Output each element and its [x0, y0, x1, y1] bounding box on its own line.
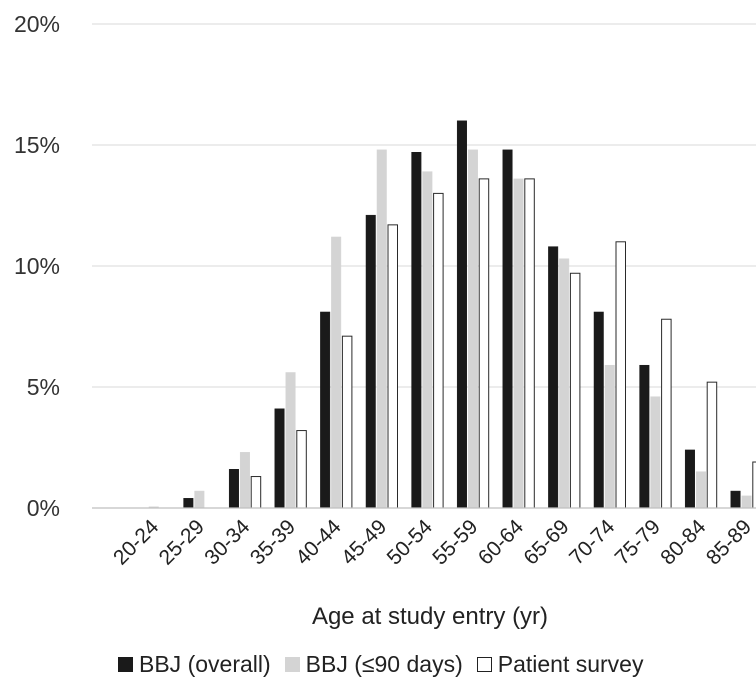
- bar-bbj-overall: [548, 246, 559, 509]
- legend-swatch: [118, 656, 133, 672]
- y-axis-ticks: 0% 5% 10% 15% 20%: [14, 11, 60, 521]
- x-tick-label: 35-39: [246, 515, 300, 569]
- bar-bbj-overall: [502, 149, 513, 509]
- bar-patient-survey: [752, 461, 756, 509]
- bar-patient-survey: [387, 224, 398, 509]
- bar-patient-survey: [706, 381, 718, 509]
- bar-bbj-90-days: [513, 178, 524, 509]
- x-tick-label: 25-29: [155, 515, 209, 569]
- y-tick-label: 5%: [27, 374, 60, 400]
- x-axis-ticks: 20-2425-2930-3435-3940-4445-4950-5455-59…: [109, 515, 756, 569]
- bar-bbj-overall: [593, 311, 604, 509]
- x-tick-label: 85-89: [702, 515, 756, 569]
- bar-bbj-overall: [684, 449, 695, 509]
- y-tick-label: 15%: [14, 132, 60, 158]
- bar-bbj-overall: [456, 120, 467, 509]
- y-tick-label: 0%: [27, 495, 60, 521]
- bar-patient-survey: [341, 335, 353, 509]
- bar-patient-survey: [296, 430, 307, 509]
- y-tick-label: 10%: [14, 253, 60, 279]
- x-axis-title: Age at study entry (yr): [312, 603, 548, 630]
- legend-label: BBJ (≤90 days): [305, 650, 463, 677]
- bar-bbj-90-days: [376, 149, 387, 509]
- legend-item-bbj-90-days: BBJ (≤90 days): [284, 650, 463, 678]
- bar-bbj-90-days: [239, 452, 250, 509]
- bar-bbj-overall: [320, 311, 331, 509]
- x-tick-label: 20-24: [109, 515, 163, 569]
- bar-patient-survey: [569, 272, 581, 509]
- x-tick-label: 70-74: [565, 515, 619, 569]
- legend-label: Patient survey: [497, 650, 644, 677]
- bar-bbj-90-days: [559, 258, 570, 509]
- bar-bbj-overall: [183, 498, 194, 509]
- bar-bbj-90-days: [194, 490, 205, 509]
- bar-bbj-overall: [365, 214, 376, 509]
- legend-item-bbj-overall: BBJ (overall): [118, 651, 271, 678]
- bar-patient-survey: [478, 178, 490, 509]
- x-tick-label: 45-49: [337, 515, 391, 569]
- bar-patient-survey: [433, 192, 444, 509]
- x-tick-label: 65-69: [519, 515, 573, 569]
- bar-bbj-overall: [411, 152, 422, 509]
- legend-swatch: [476, 656, 492, 672]
- bar-patient-survey: [250, 476, 262, 509]
- bar-bbj-90-days: [331, 236, 342, 509]
- legend-label: BBJ (overall): [139, 650, 271, 677]
- legend: BBJ (overall) BBJ (≤90 days) Patient sur…: [118, 650, 657, 678]
- bar-bbj-overall: [639, 364, 650, 509]
- bar-patient-survey: [524, 178, 535, 509]
- bar-bbj-overall: [228, 469, 239, 509]
- bar-bbj-overall: [730, 490, 741, 509]
- bar-bbj-overall: [274, 408, 285, 509]
- bar-bbj-90-days: [285, 372, 296, 509]
- x-tick-label: 55-59: [428, 515, 482, 569]
- bar-bbj-90-days: [422, 171, 433, 509]
- bar-bbj-90-days: [650, 396, 661, 509]
- x-tick-label: 50-54: [383, 515, 437, 569]
- bar-patient-survey: [661, 318, 672, 509]
- bar-bbj-90-days: [741, 495, 752, 509]
- x-tick-label: 40-44: [291, 515, 345, 569]
- bar-patient-survey: [615, 241, 626, 509]
- bars: [148, 120, 756, 509]
- legend-item-patient-survey: Patient survey: [476, 650, 644, 678]
- y-tick-label: 20%: [14, 11, 60, 37]
- x-tick-label: 75-79: [611, 515, 665, 569]
- bar-bbj-90-days: [467, 149, 478, 509]
- x-tick-label: 80-84: [656, 515, 710, 569]
- x-tick-label: 30-34: [200, 515, 254, 569]
- legend-swatch: [284, 656, 300, 672]
- bar-bbj-90-days: [604, 364, 615, 509]
- x-tick-label: 60-64: [474, 515, 528, 569]
- bar-bbj-90-days: [695, 471, 706, 509]
